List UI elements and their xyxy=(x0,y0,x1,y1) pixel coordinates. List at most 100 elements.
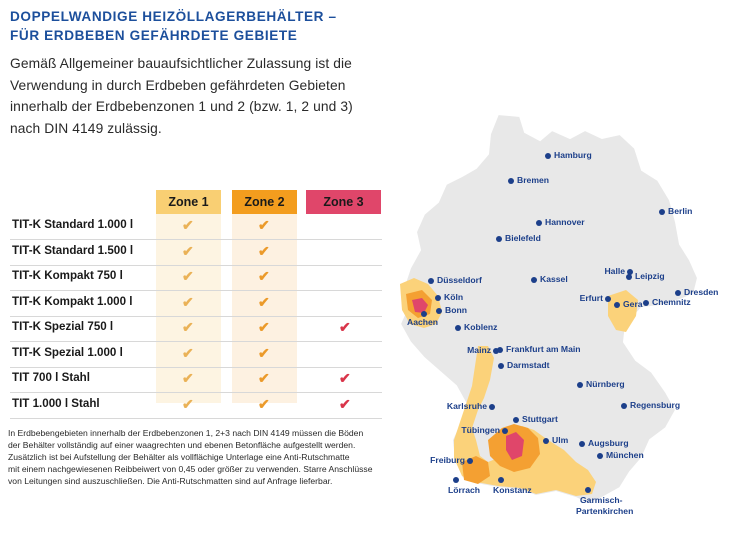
city-dot-chemnitz xyxy=(643,300,649,306)
city-label-hannover: Hannover xyxy=(545,217,585,227)
city-label-konstanz: Konstanz xyxy=(493,485,532,495)
city-dot-koeln xyxy=(435,295,441,301)
city-label-erfurt: Erfurt xyxy=(579,293,603,303)
zone-3-check-icon: ✔ xyxy=(339,370,351,386)
zone-1-column-bg xyxy=(156,214,221,403)
city-label-tuebingen: Tübingen xyxy=(461,425,500,435)
table-row: TIT-K Standard 1.000 l ✔ ✔ xyxy=(10,214,382,240)
row-label: TIT 700 l Stahl xyxy=(12,371,90,384)
city-dot-regensburg xyxy=(621,403,627,409)
page-title: DOPPELWANDIGE HEIZÖLLAGERBEHÄLTER – FÜR … xyxy=(10,7,410,45)
city-dot-dresden xyxy=(675,290,681,296)
zone-1-check-icon: ✔ xyxy=(182,395,194,412)
germany-earthquake-map: Hamburg Bremen Berlin Hannover Bielefeld Hall… xyxy=(380,110,729,530)
city-dot-muenchen xyxy=(597,453,603,459)
row-label: TIT-K Spezial 750 l xyxy=(12,320,114,333)
city-label-kassel: Kassel xyxy=(540,274,568,284)
city-label-koblenz: Koblenz xyxy=(464,322,498,332)
city-label-muenchen: München xyxy=(606,450,644,460)
city-dot-kassel xyxy=(531,277,537,283)
city-label-berlin: Berlin xyxy=(668,206,693,216)
intro-line-4: nach DIN 4149 zulässig. xyxy=(10,120,162,136)
city-dot-darmstadt xyxy=(498,363,504,369)
city-label-darmstadt: Darmstadt xyxy=(507,360,550,370)
footnote-line-1: In Erdbebengebieten innerhalb der Erdbeb… xyxy=(8,428,364,438)
city-dot-aachen xyxy=(421,311,427,317)
city-dot-bonn xyxy=(436,308,442,314)
zone-2-check-icon: ✔ xyxy=(258,395,270,412)
table-row: TIT 700 l Stahl ✔ ✔ ✔ xyxy=(10,367,382,393)
zone-2-check-icon: ✔ xyxy=(258,319,270,335)
zone-1-check-icon: ✔ xyxy=(182,217,194,233)
city-dot-leipzig xyxy=(626,274,632,280)
zone-2-check-icon: ✔ xyxy=(258,370,270,386)
zone-1-check-icon: ✔ xyxy=(182,268,194,284)
city-dot-augsburg xyxy=(579,441,585,447)
city-dot-nuernberg xyxy=(577,382,583,388)
zone-2-check-icon: ✔ xyxy=(258,268,270,284)
table-row: TIT-K Spezial 750 l ✔ ✔ ✔ xyxy=(10,316,382,342)
city-dot-berlin xyxy=(659,209,665,215)
table-row: TIT-K Spezial 1.000 l ✔ ✔ xyxy=(10,342,382,368)
zone-2-check-icon: ✔ xyxy=(258,242,270,259)
city-label-mainz: Mainz xyxy=(467,345,491,355)
row-label: TIT-K Kompakt 750 l xyxy=(12,269,123,282)
zone-1-check-icon: ✔ xyxy=(182,319,194,335)
footnote-line-2: der Behälter vollständig auf einer waagr… xyxy=(8,440,356,451)
zone-3-check-icon: ✔ xyxy=(339,319,351,335)
city-label-karlsruhe: Karlsruhe xyxy=(446,401,487,411)
zone-1-check-icon: ✔ xyxy=(182,344,194,361)
city-label-duesseldorf: Düsseldorf xyxy=(437,275,482,285)
city-label-stuttgart: Stuttgart xyxy=(522,414,558,424)
zone-3-area-albstadt xyxy=(506,432,524,460)
city-label-frankfurt: Frankfurt am Main xyxy=(506,344,581,354)
zone-2-column-bg xyxy=(232,214,297,403)
city-dot-garmisch xyxy=(585,487,591,493)
city-label-bremen: Bremen xyxy=(517,175,549,185)
city-label-regensburg: Regensburg xyxy=(630,400,681,410)
city-label-chemnitz: Chemnitz xyxy=(652,297,691,307)
city-label-hamburg: Hamburg xyxy=(554,150,592,160)
zone-3-header: Zone 3 xyxy=(306,190,381,214)
city-dot-bielefeld xyxy=(496,236,502,242)
city-label-bielefeld: Bielefeld xyxy=(505,233,541,243)
city-dot-mainz xyxy=(493,348,499,354)
table-row: TIT-K Standard 1.500 l ✔ ✔ xyxy=(10,240,382,266)
city-dot-ulm xyxy=(543,438,549,444)
row-label: TIT-K Standard 1.000 l xyxy=(12,218,134,231)
city-dot-hamburg xyxy=(545,153,551,159)
city-label-aachen: Aachen xyxy=(407,317,439,327)
zone-1-check-icon: ✔ xyxy=(182,242,194,259)
city-label-loerrach: Lörrach xyxy=(448,485,480,495)
city-label-nuernberg: Nürnberg xyxy=(586,379,625,389)
zone-1-check-icon: ✔ xyxy=(182,293,194,310)
footnote: In Erdbebengebieten innerhalb der Erdbeb… xyxy=(8,427,398,487)
footnote-line-4: mit einem nachgewiesenen Reibbeiwert von… xyxy=(8,464,373,475)
zone-2-check-icon: ✔ xyxy=(258,293,270,310)
city-dot-koblenz xyxy=(455,325,461,331)
zone-3-area-aachen xyxy=(412,298,428,313)
zone-2-header: Zone 2 xyxy=(232,190,297,214)
table-row: TIT-K Kompakt 750 l ✔ ✔ xyxy=(10,265,382,291)
row-label: TIT-K Spezial 1.000 l xyxy=(12,345,123,359)
title-line-2: FÜR ERDBEBEN GEFÄHRDETE GEBIETE xyxy=(10,28,298,43)
city-dot-halle xyxy=(627,269,633,275)
zone-3-column-bg xyxy=(306,214,381,403)
row-label: TIT-K Kompakt 1.000 l xyxy=(12,294,133,308)
city-dot-loerrach xyxy=(453,477,459,483)
zone-1-area-gera xyxy=(608,290,638,332)
city-label-garmisch: Garmisch- xyxy=(580,495,623,505)
city-dot-frankfurt xyxy=(497,347,503,353)
city-dot-tuebingen xyxy=(502,428,508,434)
intro-line-2: Verwendung in durch Erdbeben gefährdeten… xyxy=(10,77,346,93)
zone-3-check-icon: ✔ xyxy=(339,395,351,412)
city-dot-stuttgart xyxy=(513,417,519,423)
city-dot-karlsruhe xyxy=(489,404,495,410)
zone-1-check-icon: ✔ xyxy=(182,370,194,386)
city-dot-hannover xyxy=(536,220,542,226)
city-label-freiburg: Freiburg xyxy=(430,455,465,465)
city-label-gera: Gera xyxy=(623,299,643,309)
city-label-partenkirchen: Partenkirchen xyxy=(576,506,634,516)
city-dot-duesseldorf xyxy=(428,278,434,284)
zone-1-header: Zone 1 xyxy=(156,190,221,214)
